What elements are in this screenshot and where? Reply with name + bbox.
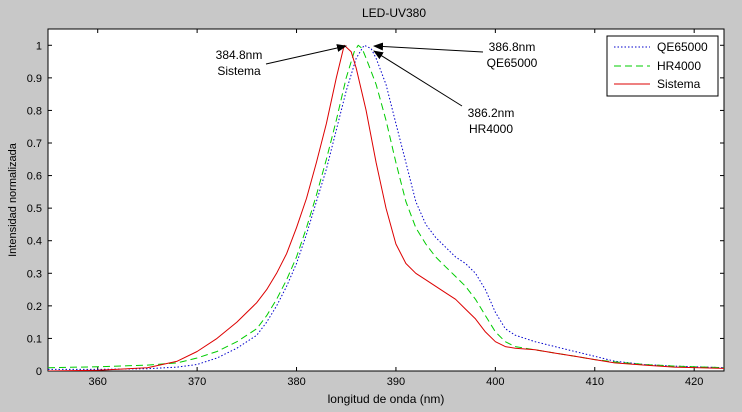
annotation-qe65000-arrow xyxy=(373,42,484,53)
y-tick-label: 0.5 xyxy=(27,203,42,215)
annotation-sistema: 384.8nm Sistema xyxy=(216,44,347,78)
x-tick-label: 420 xyxy=(685,376,703,388)
annotation-qe65000-name: QE65000 xyxy=(487,56,538,70)
y-tick-label: 0.3 xyxy=(27,268,42,280)
annotation-hr4000-name: HR4000 xyxy=(469,122,513,136)
y-axis-ticks: 0 0.1 0.2 0.3 0.4 0.5 0.6 0.7 0.8 0.9 1 xyxy=(27,40,724,378)
series-line-sistema xyxy=(48,44,724,371)
y-tick-label: 0 xyxy=(36,366,42,378)
y-tick-label: 1 xyxy=(36,40,42,52)
x-tick-label: 370 xyxy=(188,376,206,388)
y-axis-label: Intensidad normalizada xyxy=(7,142,19,257)
x-tick-label: 360 xyxy=(89,376,107,388)
annotation-sistema-value: 384.8nm xyxy=(216,48,263,62)
series-line-qe65000 xyxy=(48,44,724,370)
y-tick-label: 0.9 xyxy=(27,73,42,85)
legend-label-sistema: Sistema xyxy=(657,77,701,91)
annotation-qe65000-value: 386.8nm xyxy=(489,40,536,54)
legend-label-hr4000: HR4000 xyxy=(657,59,701,73)
x-axis-label: longitud de onda (nm) xyxy=(328,392,445,406)
annotation-sistema-name: Sistema xyxy=(217,64,261,78)
x-tick-label: 410 xyxy=(586,376,604,388)
annotation-qe65000: 386.8nm QE65000 xyxy=(373,40,538,70)
series-layer xyxy=(48,44,724,371)
y-tick-label: 0.4 xyxy=(27,236,42,248)
legend-label-qe65000: QE65000 xyxy=(657,40,708,54)
x-tick-label: 390 xyxy=(387,376,405,388)
x-axis-ticks: 360 370 380 390 400 410 420 xyxy=(89,29,703,388)
y-tick-label: 0.2 xyxy=(27,301,42,313)
legend: QE65000 HR4000 Sistema xyxy=(606,35,719,97)
x-tick-label: 380 xyxy=(287,376,305,388)
y-tick-label: 0.8 xyxy=(27,105,42,117)
y-tick-label: 0.1 xyxy=(27,333,42,345)
annotation-hr4000: 386.2nm HR4000 xyxy=(373,50,515,136)
y-tick-label: 0.6 xyxy=(27,171,42,183)
annotation-hr4000-arrow xyxy=(373,50,463,107)
x-tick-label: 400 xyxy=(486,376,504,388)
annotation-hr4000-value: 386.2nm xyxy=(468,106,515,120)
y-tick-label: 0.7 xyxy=(27,138,42,150)
chart-title: LED-UV380 xyxy=(362,6,426,20)
annotation-sistema-arrow xyxy=(265,44,347,65)
